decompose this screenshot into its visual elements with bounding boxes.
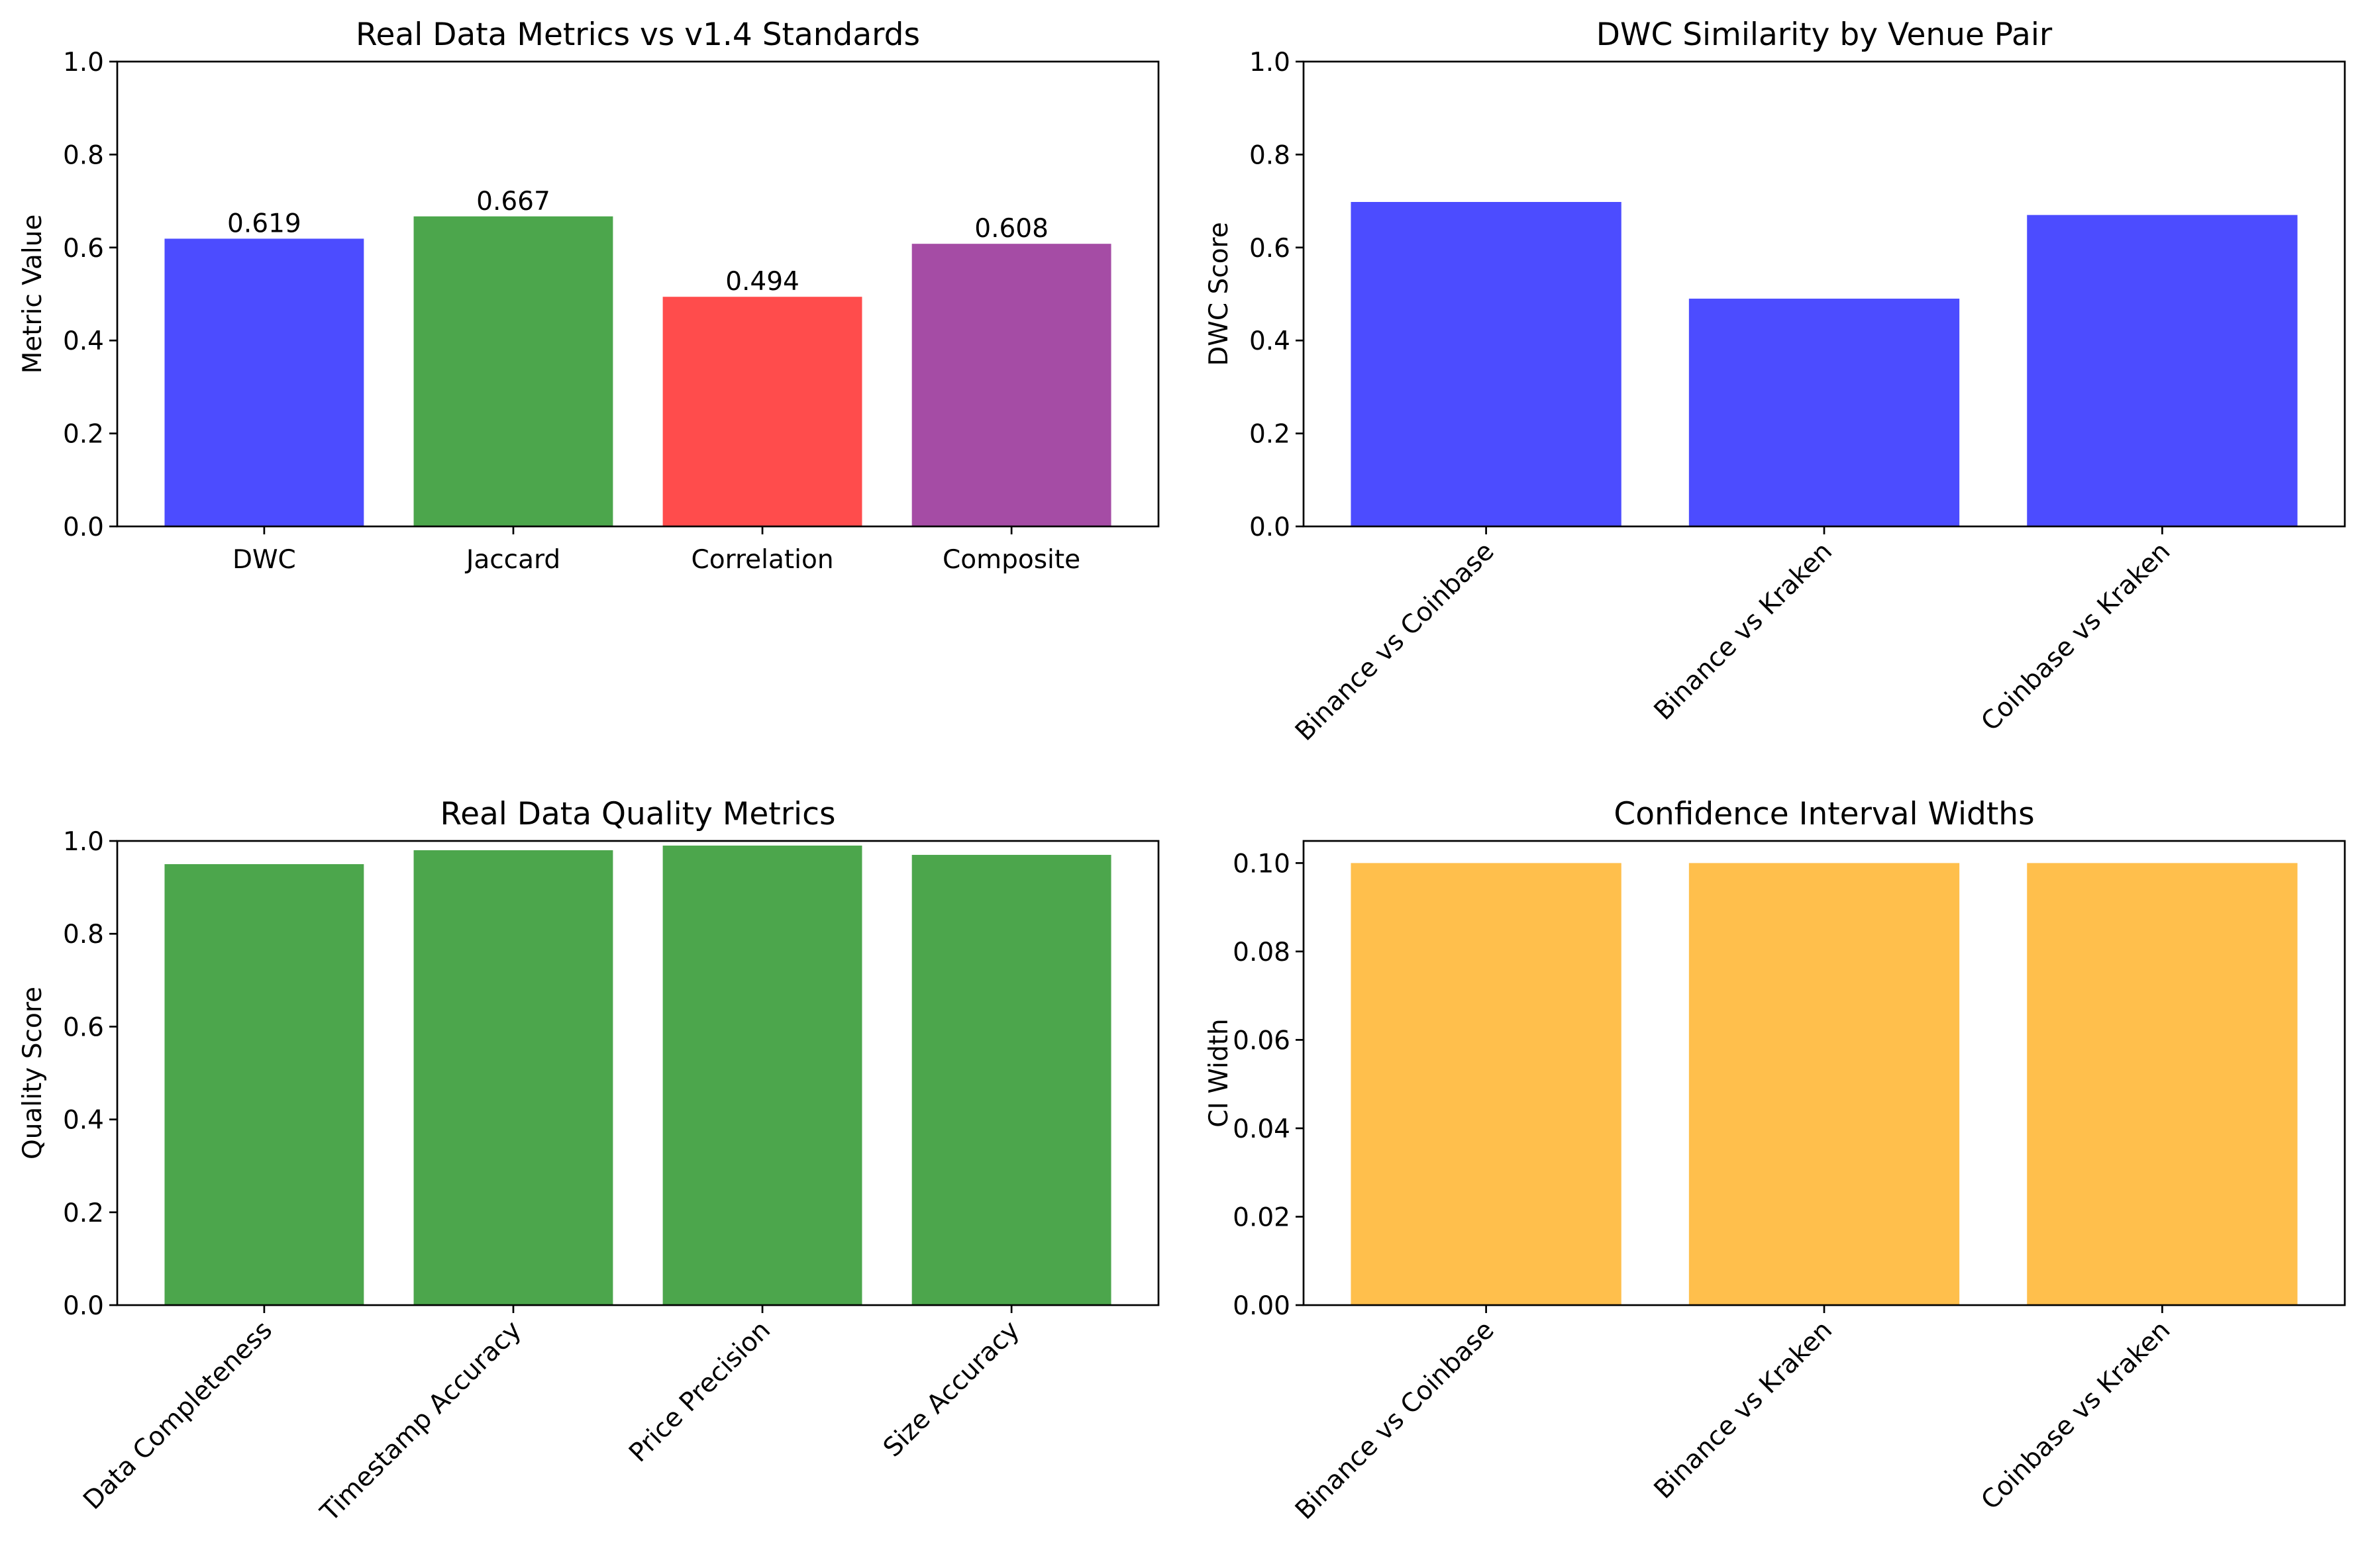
y-tick-label: 1.0 bbox=[63, 827, 104, 857]
bar-dwc bbox=[164, 238, 364, 526]
y-tick-label: 0.8 bbox=[63, 920, 104, 950]
chart-title: DWC Similarity by Venue Pair bbox=[1596, 17, 2053, 53]
axes-frame bbox=[116, 840, 1160, 1306]
bar-price-precision bbox=[662, 846, 862, 1305]
bar-binance-vs-coinbase bbox=[1351, 863, 1621, 1305]
y-tick-label: 0.04 bbox=[1233, 1114, 1290, 1144]
bar-composite bbox=[911, 244, 1111, 526]
bar-binance-vs-kraken bbox=[1688, 299, 1960, 526]
chart-panel-4: 0.00 0.02 0.04 0.06 0.08 0.10 Binance vs Coinb… bbox=[1204, 796, 2346, 1526]
y-tick-label: 0.06 bbox=[1233, 1026, 1290, 1055]
x-tick-label: Jaccard bbox=[464, 545, 560, 575]
y-tick-label: 1.0 bbox=[1249, 48, 1290, 77]
y-tick-label: 0.08 bbox=[1233, 938, 1290, 967]
x-tick-label: Binance vs Kraken bbox=[1649, 1315, 1838, 1504]
x-tick-label: Composite bbox=[943, 545, 1080, 575]
bar-value-label: 0.608 bbox=[974, 214, 1049, 244]
y-axis-label: Metric Value bbox=[18, 215, 48, 374]
chart-title: Real Data Quality Metrics bbox=[440, 796, 836, 832]
chart-panel-3: 0.0 0.2 0.4 0.6 0.8 1.0 Data Completeness Times… bbox=[18, 796, 1160, 1528]
x-tick-label: Coinbase vs Kraken bbox=[1976, 1315, 2177, 1516]
bar-correlation bbox=[662, 297, 862, 526]
axes-frame bbox=[116, 60, 1160, 528]
chart-panel-2: 0.0 0.2 0.4 0.6 0.8 1.0 Binance vs Coinbase Bin… bbox=[1204, 17, 2346, 747]
bar-value-label: 0.494 bbox=[725, 267, 799, 297]
y-tick-label: 0.4 bbox=[63, 1106, 104, 1136]
y-tick-label: 0.0 bbox=[63, 513, 104, 542]
y-tick-label: 0.2 bbox=[63, 420, 104, 450]
x-tick-label: Coinbase vs Kraken bbox=[1976, 536, 2177, 737]
bar-binance-vs-coinbase bbox=[1351, 202, 1621, 526]
y-tick-label: 0.0 bbox=[1249, 513, 1290, 542]
bar-value-label: 0.619 bbox=[227, 209, 301, 238]
bar-value-label: 0.667 bbox=[476, 187, 550, 217]
x-tick-label: DWC bbox=[232, 545, 296, 575]
x-tick-label: Size Accuracy bbox=[878, 1315, 1025, 1463]
bar-binance-vs-kraken bbox=[1688, 863, 1960, 1305]
y-tick-label: 0.10 bbox=[1233, 849, 1290, 879]
x-tick-label: Price Precision bbox=[623, 1315, 776, 1468]
y-tick-label: 0.6 bbox=[1249, 234, 1290, 264]
y-tick-label: 1.0 bbox=[63, 48, 104, 77]
y-tick-label: 0.8 bbox=[63, 140, 104, 170]
y-tick-label: 0.4 bbox=[1249, 326, 1290, 356]
y-axis-label: DWC Score bbox=[1204, 222, 1234, 366]
x-tick-label: Binance vs Coinbase bbox=[1290, 1315, 1500, 1526]
x-tick-label: Correlation bbox=[692, 545, 834, 575]
y-tick-label: 0.2 bbox=[63, 1199, 104, 1228]
x-tick-label: Timestamp Accuracy bbox=[315, 1315, 527, 1528]
y-tick-label: 0.8 bbox=[1249, 140, 1290, 170]
y-tick-label: 0.02 bbox=[1233, 1202, 1290, 1232]
y-axis-label: CI Width bbox=[1204, 1018, 1234, 1127]
y-axis-label: Quality Score bbox=[18, 987, 48, 1159]
y-tick-label: 0.6 bbox=[63, 1012, 104, 1042]
x-tick-label: Data Completeness bbox=[77, 1315, 278, 1516]
bar-timestamp-accuracy bbox=[413, 850, 613, 1305]
x-tick-label: Binance vs Coinbase bbox=[1290, 536, 1500, 747]
x-tick-label: Binance vs Kraken bbox=[1649, 536, 1838, 726]
y-tick-label: 0.0 bbox=[63, 1291, 104, 1321]
chart-title: Real Data Metrics vs v1.4 Standards bbox=[356, 17, 920, 53]
bar-coinbase-vs-kraken bbox=[2027, 215, 2298, 526]
bar-size-accuracy bbox=[911, 855, 1111, 1305]
chart-title: Confidence Interval Widths bbox=[1614, 796, 2034, 832]
bar-jaccard bbox=[413, 216, 613, 526]
chart-panel-1: 0.619 0.667 0.494 0.608 0.0 0.2 0.4 0.6 0.8 1.0 DW… bbox=[18, 17, 1160, 575]
y-tick-label: 0.6 bbox=[63, 234, 104, 264]
y-tick-label: 0.2 bbox=[1249, 420, 1290, 450]
y-tick-label: 0.4 bbox=[63, 326, 104, 356]
y-tick-label: 0.00 bbox=[1233, 1291, 1290, 1321]
bar-coinbase-vs-kraken bbox=[2027, 863, 2298, 1305]
bar-data-completeness bbox=[164, 864, 364, 1305]
